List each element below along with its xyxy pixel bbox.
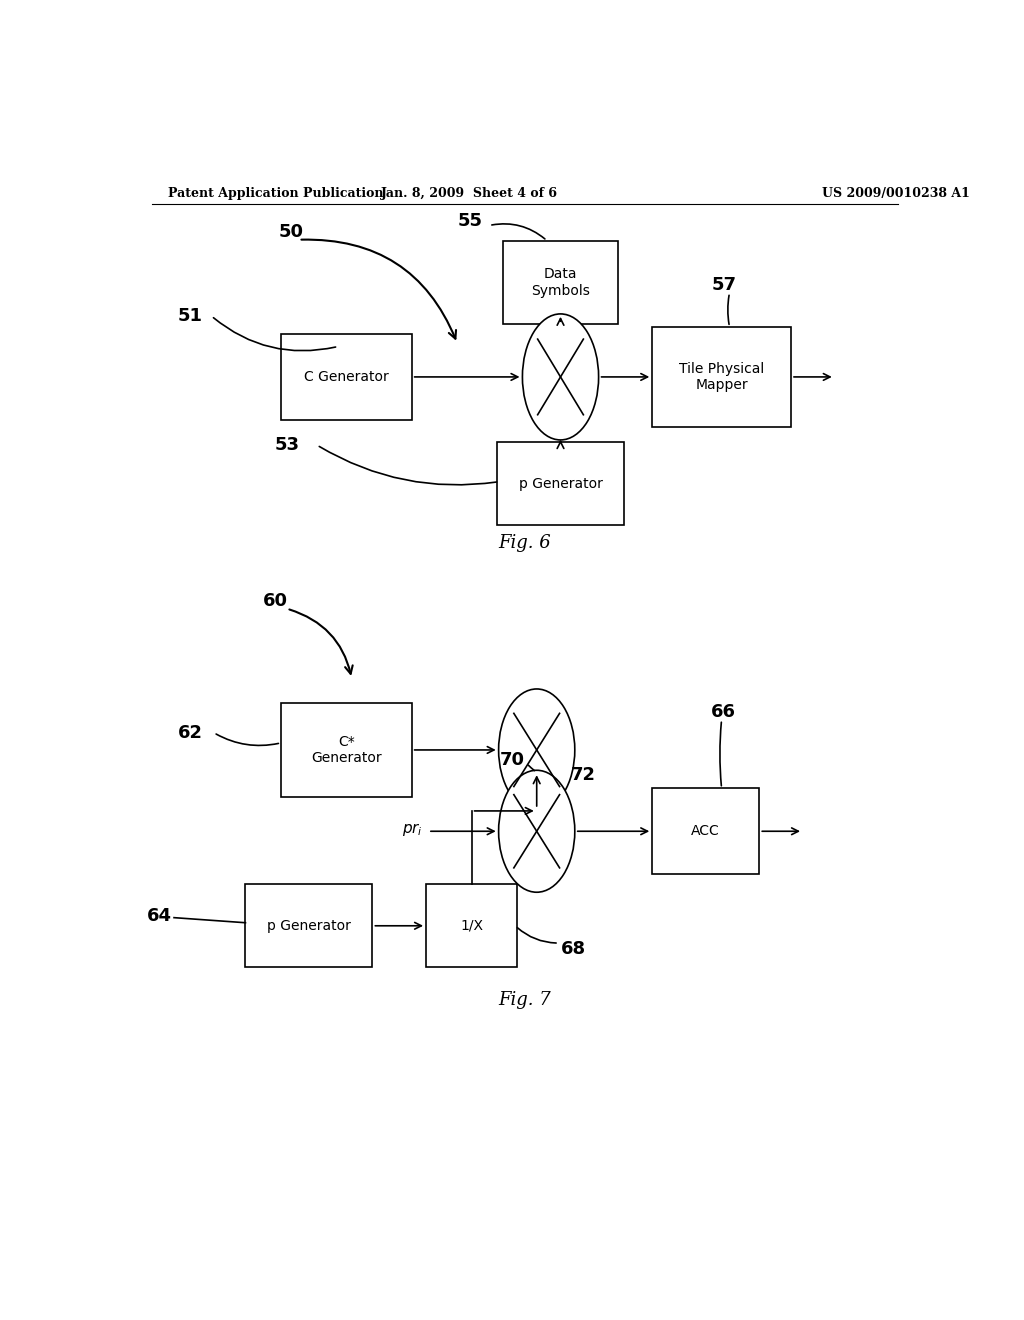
Text: 60: 60 bbox=[263, 591, 288, 610]
Text: ACC: ACC bbox=[691, 824, 720, 838]
Text: Tile Physical
Mapper: Tile Physical Mapper bbox=[679, 362, 764, 392]
Text: 64: 64 bbox=[146, 907, 172, 924]
Text: 70: 70 bbox=[500, 751, 524, 770]
Text: 68: 68 bbox=[560, 940, 586, 958]
Bar bbox=[281, 704, 412, 797]
Ellipse shape bbox=[499, 689, 574, 810]
Ellipse shape bbox=[522, 314, 599, 440]
Text: 72: 72 bbox=[570, 767, 596, 784]
Text: Jan. 8, 2009  Sheet 4 of 6: Jan. 8, 2009 Sheet 4 of 6 bbox=[381, 187, 558, 201]
Text: 57: 57 bbox=[712, 276, 736, 294]
Text: Fig. 7: Fig. 7 bbox=[499, 991, 551, 1008]
Bar bbox=[503, 240, 618, 325]
Text: 53: 53 bbox=[274, 436, 300, 454]
Text: Data
Symbols: Data Symbols bbox=[531, 268, 590, 297]
Text: 51: 51 bbox=[178, 308, 203, 325]
Text: $pr_i$: $pr_i$ bbox=[402, 821, 423, 838]
Text: US 2009/0010238 A1: US 2009/0010238 A1 bbox=[822, 187, 971, 201]
Text: p Generator: p Generator bbox=[267, 919, 351, 933]
Bar bbox=[497, 442, 624, 525]
Text: 66: 66 bbox=[712, 704, 736, 721]
Text: Fig. 6: Fig. 6 bbox=[499, 533, 551, 552]
Text: 62: 62 bbox=[178, 723, 203, 742]
Text: C*
Generator: C* Generator bbox=[311, 735, 382, 766]
Text: 50: 50 bbox=[279, 223, 304, 240]
Bar bbox=[652, 788, 760, 874]
Text: Patent Application Publication: Patent Application Publication bbox=[168, 187, 383, 201]
Bar bbox=[281, 334, 412, 420]
Bar bbox=[246, 884, 373, 968]
Bar bbox=[652, 327, 792, 426]
Ellipse shape bbox=[499, 771, 574, 892]
Text: 1/X: 1/X bbox=[460, 919, 483, 933]
Text: C Generator: C Generator bbox=[304, 370, 389, 384]
Text: 55: 55 bbox=[458, 213, 482, 231]
Bar bbox=[426, 884, 517, 968]
Text: p Generator: p Generator bbox=[518, 477, 602, 491]
